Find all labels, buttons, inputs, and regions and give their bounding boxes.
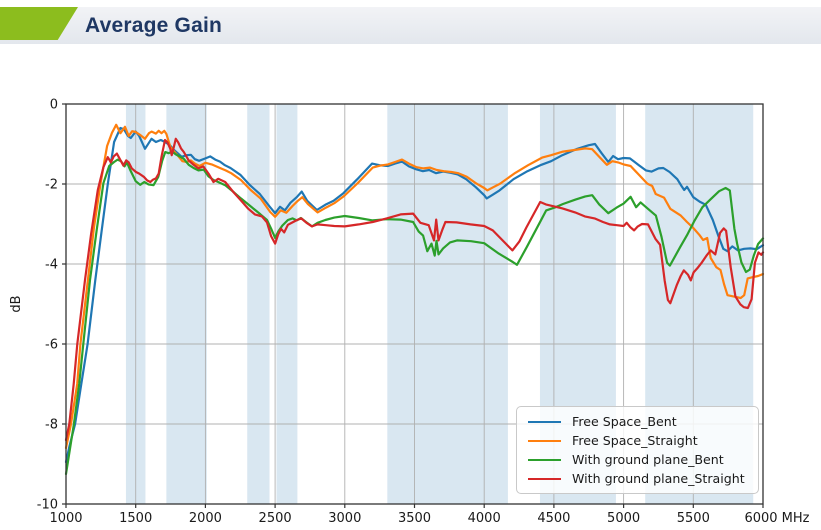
legend-line-swatch (528, 477, 561, 480)
y-tick-label: -6 (45, 338, 58, 353)
x-tick-label: 4500 (537, 511, 570, 526)
frequency-band (247, 104, 270, 504)
x-tick-label: 2000 (189, 511, 222, 526)
x-tick-label: 5500 (677, 511, 710, 526)
x-tick-label: 1000 (49, 511, 82, 526)
series-line-with-ground-plane-straight (64, 137, 765, 442)
x-tick-label: 1500 (119, 511, 152, 526)
x-tick-label: 3500 (398, 511, 431, 526)
y-tick-label: 0 (50, 98, 58, 113)
header-accent-shape (0, 7, 78, 40)
x-tick-label: 5000 (607, 511, 640, 526)
x-tick-label: 2500 (259, 511, 292, 526)
y-tick-label: -4 (45, 258, 58, 273)
legend-item: Free Space_Straight (528, 431, 750, 450)
legend-label: Free Space_Straight (572, 433, 698, 448)
header-bar: Average Gain (0, 7, 821, 44)
x-tick-label: 4000 (468, 511, 501, 526)
frequency-band (276, 104, 298, 504)
legend-item: With ground plane_Bent (528, 450, 750, 469)
chart-legend: Free Space_Bent Free Space_Straight With… (516, 406, 759, 494)
legend-label: With ground plane_Straight (572, 471, 745, 486)
legend-item: With ground plane_Straight (528, 469, 750, 488)
legend-line-swatch (528, 458, 561, 461)
series-line-free-space-straight (64, 123, 765, 450)
legend-item: Free Space_Bent (528, 412, 750, 431)
y-tick-label: -10 (37, 498, 58, 513)
series-line-free-space-bent (64, 126, 765, 464)
x-tick-label: 6000 MHz (744, 511, 809, 526)
legend-label: With ground plane_Bent (572, 452, 724, 467)
x-tick-label: 3000 (328, 511, 361, 526)
page-title: Average Gain (85, 13, 223, 37)
y-axis-label: dB (9, 295, 24, 312)
legend-label: Free Space_Bent (572, 414, 677, 429)
y-tick-label: -2 (45, 178, 58, 193)
series-line-with-ground-plane-bent (64, 150, 765, 476)
y-tick-label: -8 (45, 418, 58, 433)
legend-line-swatch (528, 439, 561, 442)
frequency-band (166, 104, 207, 504)
legend-line-swatch (528, 420, 561, 423)
